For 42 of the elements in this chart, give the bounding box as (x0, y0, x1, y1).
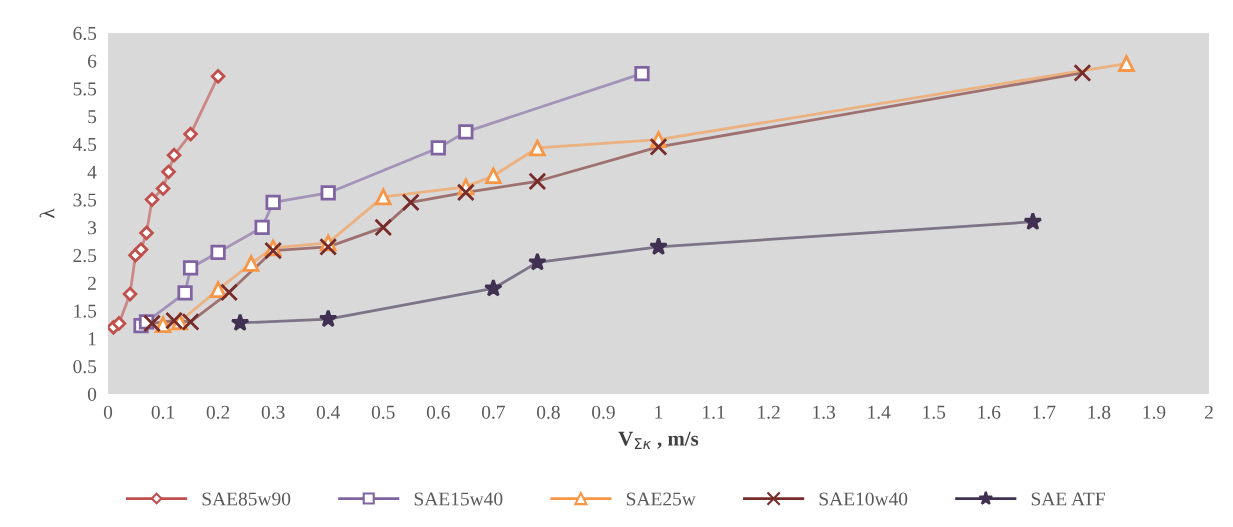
legend-label: SAE25w (626, 492, 696, 506)
x-tick-label: 1.1 (703, 405, 725, 419)
y-tick-label: 0.5 (73, 360, 97, 374)
y-tick-label: 5.5 (73, 82, 97, 96)
x-tick-label: 1.3 (813, 405, 836, 419)
x-tick-label: 0.6 (426, 405, 450, 419)
legend-label: SAE10w40 (819, 492, 908, 506)
x-tick-label: 1.7 (1033, 405, 1056, 419)
x-tick-label: 0.9 (592, 405, 615, 419)
x-tick-label: 0.7 (481, 405, 505, 419)
y-axis-title: λ (39, 208, 55, 218)
y-tick-label: 0 (87, 387, 97, 401)
y-tick-label: 6.5 (73, 26, 97, 41)
legend-label: SAE15w40 (414, 492, 503, 506)
y-tick-label: 6 (88, 54, 97, 68)
x-tick-label: 0 (103, 405, 113, 419)
x-tick-label: 0.8 (536, 405, 560, 419)
x-tick-label: 1.6 (978, 405, 1001, 419)
x-tick-label: 2 (1204, 405, 1213, 419)
y-tick-label: 2 (88, 276, 96, 290)
y-tick-label: 5 (88, 110, 97, 124)
x-tick-label: 0.4 (316, 405, 341, 419)
x-tick-label: 0.1 (151, 405, 175, 419)
x-axis-title: V$_{Σκ}$ , m/s (618, 431, 699, 449)
y-tick-label: 1.5 (74, 304, 97, 318)
x-tick-label: 1.9 (1143, 405, 1166, 419)
y-tick-label: 3 (88, 221, 97, 235)
x-tick-label: 1.4 (868, 405, 891, 419)
y-tick-label: 3.5 (73, 193, 97, 207)
x-tick-label: 1.8 (1088, 405, 1111, 419)
legend-label: SAE ATF (1031, 492, 1105, 506)
x-tick-label: 1.5 (923, 405, 946, 419)
y-tick-label: 1 (88, 332, 96, 346)
x-tick-label: 1 (655, 405, 663, 419)
x-tick-label: 0.2 (206, 405, 230, 419)
x-tick-label: 0.5 (371, 405, 395, 419)
x-tick-label: 0.3 (261, 405, 285, 419)
y-tick-label: 4 (87, 165, 97, 179)
y-tick-label: 2.5 (73, 249, 97, 263)
legend-label: SAE85w90 (202, 492, 291, 506)
y-tick-label: 4.5 (72, 138, 97, 152)
x-tick-label: 1.2 (758, 405, 780, 419)
